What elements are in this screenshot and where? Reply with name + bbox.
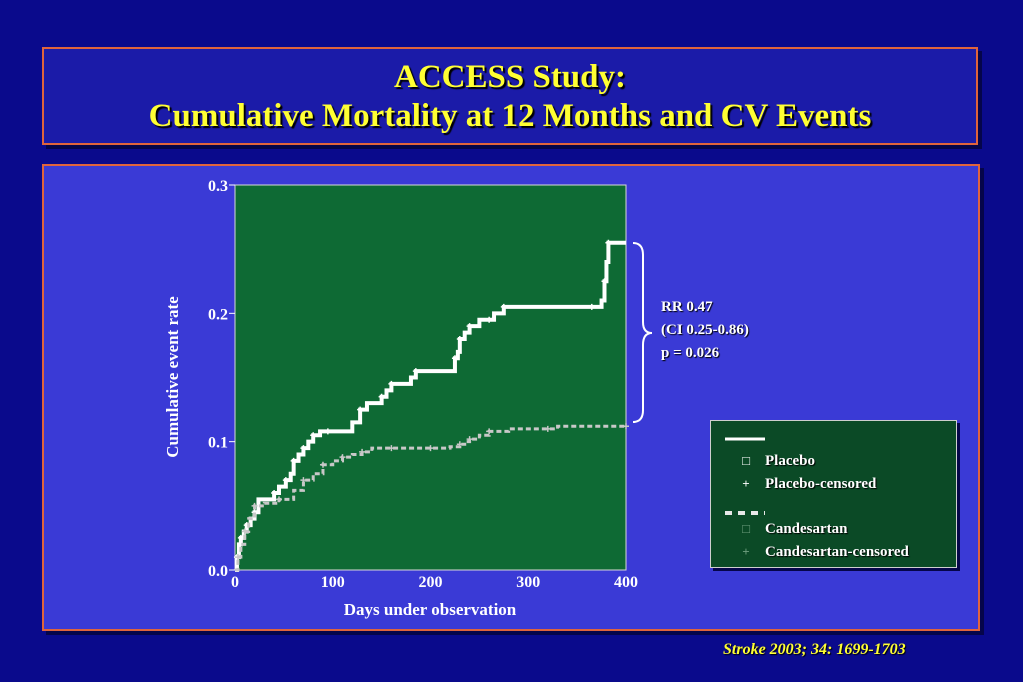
censor-mark-candesartan [388, 445, 395, 452]
censor-mark-placebo [412, 368, 419, 375]
censor-mark-candesartan [234, 554, 241, 561]
censor-mark-candesartan [319, 461, 326, 468]
censor-mark-candesartan [544, 425, 551, 432]
annotation-rr: RR 0.47 [661, 299, 713, 315]
title-box: ACCESS Study: Cumulative Mortality at 12… [42, 47, 978, 145]
y-axis-label: Cumulative event rate [163, 296, 182, 458]
citation: Stroke 2003; 34: 1699-1703 [723, 641, 906, 658]
annotation-ci: (CI 0.25-0.86) [661, 322, 749, 338]
censor-mark-candesartan [486, 428, 493, 435]
y-tick-label: 0.0 [208, 563, 228, 580]
censor-mark-placebo [601, 278, 608, 285]
y-tick-label: 0.2 [208, 306, 228, 323]
censor-mark-placebo [282, 477, 289, 484]
x-tick-label: 400 [614, 574, 638, 591]
censor-mark-placebo [237, 534, 244, 541]
legend: □ Placebo + Placebo-censored □ Candesart… [710, 420, 957, 568]
ticks-layer: 0 100 200 300 400 0.0 0.1 0.2 0.3 [208, 178, 638, 591]
censor-mark-placebo [310, 432, 317, 439]
censor-mark-candesartan [359, 448, 366, 455]
x-axis-label: Days under observation [344, 600, 517, 619]
title-line-1: ACCESS Study: [394, 59, 626, 95]
censor-mark-placebo [588, 303, 595, 310]
censor-mark-placebo [357, 406, 364, 413]
square-icon: □ [742, 453, 750, 468]
legend-label-placebo: Placebo [765, 453, 815, 469]
plus-icon: + [742, 544, 750, 559]
censor-mark-candesartan [339, 454, 346, 461]
y-tick-label: 0.3 [208, 178, 228, 195]
x-tick-label: 300 [516, 574, 540, 591]
censor-mark-candesartan [251, 502, 258, 509]
x-tick-label: 100 [321, 574, 345, 591]
series-layer [233, 239, 629, 572]
censor-mark-placebo [378, 393, 385, 400]
plot-area [234, 184, 627, 571]
censor-mark-candesartan [241, 528, 248, 535]
legend-lines [725, 437, 765, 515]
plus-icon: + [742, 476, 750, 491]
legend-label-placebo-censored: Placebo-censored [765, 476, 877, 492]
censor-mark-placebo [466, 323, 473, 330]
censor-mark-placebo [300, 445, 307, 452]
y-tick-label: 0.1 [208, 435, 228, 452]
legend-label-candesartan: Candesartan [765, 521, 848, 537]
censor-mark-placebo [388, 380, 395, 387]
censor-mark-placebo [290, 457, 297, 464]
x-tick-label: 200 [419, 574, 443, 591]
censor-mark-placebo [451, 355, 458, 362]
square-icon: □ [742, 521, 750, 536]
censor-mark-placebo [486, 316, 493, 323]
x-tick-label: 0 [231, 574, 239, 591]
stats-annotation: RR 0.47 (CI 0.25-0.86) p = 0.026 [661, 296, 749, 365]
bracket [632, 242, 653, 423]
censor-mark-candesartan [300, 477, 307, 484]
censor-mark-placebo [456, 336, 463, 342]
censor-mark-candesartan [275, 496, 282, 503]
censor-mark-placebo [500, 303, 507, 310]
title-line-2: Cumulative Mortality at 12 Months and CV… [148, 98, 872, 134]
censor-mark-candesartan [427, 445, 434, 452]
censor-mark-placebo [605, 239, 612, 246]
legend-label-candesartan-censored: Candesartan-censored [765, 544, 909, 560]
series-line-candesartan [235, 424, 626, 572]
censor-mark-placebo [324, 428, 331, 435]
censor-mark-candesartan [456, 441, 463, 448]
censor-mark-candesartan [466, 436, 473, 443]
annotation-p: p = 0.026 [661, 345, 720, 361]
censor-mark-candesartan [623, 423, 629, 430]
censor-mark-placebo [271, 490, 278, 496]
